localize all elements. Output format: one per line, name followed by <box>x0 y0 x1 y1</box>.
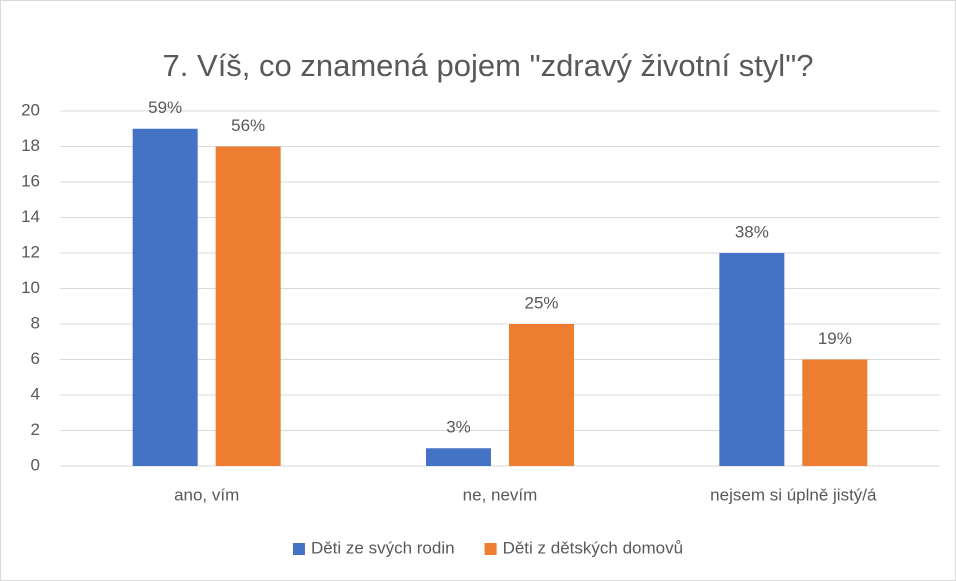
data-label: 19% <box>818 329 852 348</box>
x-tick-label: ne, nevím <box>463 485 538 504</box>
y-tick-label: 16 <box>21 171 40 190</box>
y-tick-label: 12 <box>21 242 40 261</box>
y-tick-label: 20 <box>21 100 40 119</box>
bar <box>719 253 785 466</box>
legend-label: Děti z dětských domovů <box>503 538 683 557</box>
legend-swatch <box>292 543 305 555</box>
y-tick-label: 6 <box>31 349 40 368</box>
data-label: 59% <box>148 98 182 117</box>
y-tick-label: 18 <box>21 136 40 155</box>
bar <box>132 128 198 466</box>
data-label: 3% <box>446 418 471 437</box>
bar <box>215 146 281 466</box>
y-tick-label: 0 <box>31 455 40 474</box>
chart-title: 7. Víš, co znamená pojem "zdravý životní… <box>163 48 814 83</box>
y-tick-label: 2 <box>31 420 40 439</box>
bar <box>426 448 491 466</box>
legend-swatch <box>484 543 497 555</box>
y-tick-label: 14 <box>21 207 40 226</box>
data-label: 25% <box>524 293 558 312</box>
x-tick-label: nejsem si úplně jistý/á <box>710 485 877 504</box>
y-tick-label: 4 <box>31 384 40 403</box>
legend-label: Děti ze svých rodin <box>311 538 455 557</box>
x-tick-label: ano, vím <box>174 485 239 504</box>
bar <box>509 324 574 466</box>
y-tick-label: 8 <box>31 313 40 332</box>
data-label: 56% <box>231 116 265 135</box>
data-label: 38% <box>735 222 769 241</box>
y-tick-label: 10 <box>21 278 40 297</box>
bar <box>802 359 868 466</box>
